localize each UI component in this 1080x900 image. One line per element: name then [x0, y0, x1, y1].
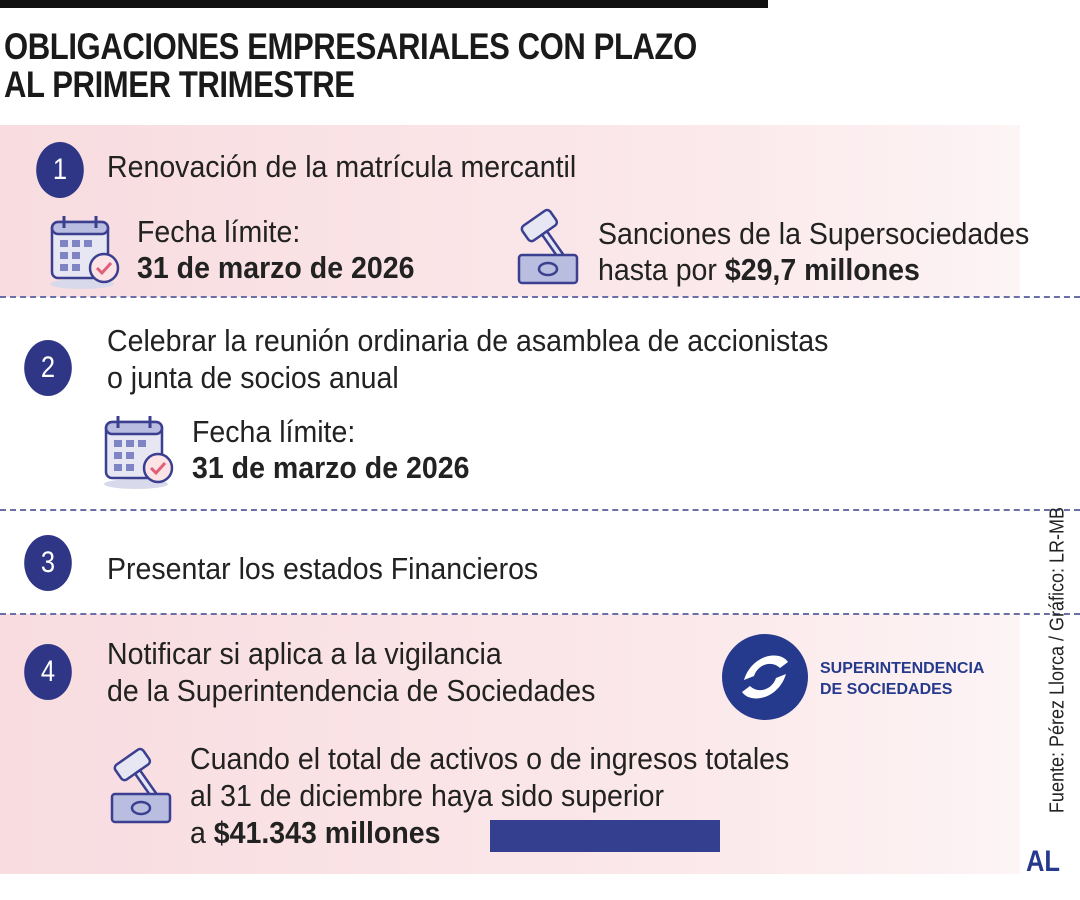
logo-text: SUPERINTENDENCIA — [820, 660, 985, 677]
deadline-label: Fecha límite: — [192, 414, 356, 449]
sanction-prefix: hasta por — [598, 252, 725, 287]
condition-prefix: a — [190, 815, 214, 850]
title-line: AL PRIMER TRIMESTRE — [4, 64, 355, 105]
item-text: Notificar si aplica a la vigilancia — [107, 636, 502, 671]
calendar-icon — [50, 216, 120, 289]
condition-text: Cuando el total de activos o de ingresos… — [190, 741, 790, 776]
item-text: o junta de socios anual — [107, 360, 399, 395]
gavel-icon — [517, 208, 579, 285]
item-text: Celebrar la reunión ordinaria de asamble… — [107, 323, 829, 358]
item-text: Presentar los estados Financieros — [107, 551, 539, 586]
item-text: Renovación de la matrícula mercantil — [107, 149, 577, 184]
gavel-icon — [110, 747, 172, 824]
divider — [0, 509, 1080, 511]
sanction-amount-line: hasta por $29,7 millones — [598, 251, 920, 288]
item-number: 1 — [36, 142, 84, 198]
item-number: 3 — [24, 535, 72, 591]
item-text: de la Superintendencia de Sociedades — [107, 673, 596, 708]
source: Fuente: Pérez Llorca / Gráfico: LR-MB — [1046, 506, 1069, 814]
condition-text: al 31 de diciembre haya sido superior — [190, 778, 665, 813]
item-number: 4 — [24, 644, 72, 700]
section-bg — [0, 125, 1020, 297]
logo-text: DE SOCIEDADES — [820, 681, 953, 698]
condition-amount: $41.343 millones — [213, 815, 441, 850]
deadline-date: 31 de marzo de 2026 — [192, 450, 470, 485]
sanction-amount: $29,7 millones — [724, 252, 920, 287]
decor-bar — [490, 820, 720, 852]
divider — [0, 296, 1080, 298]
deadline-date: 31 de marzo de 2026 — [137, 250, 415, 285]
sanction-text: Sanciones de la Supersociedades — [598, 216, 1030, 251]
title-line: OBLIGACIONES EMPRESARIALES CON PLAZO — [4, 26, 697, 67]
calendar-icon — [104, 416, 174, 489]
divider — [0, 613, 1080, 615]
supersociedades-logo — [722, 634, 808, 720]
brand-logo: AL — [1026, 845, 1060, 878]
deadline-label: Fecha límite: — [137, 214, 301, 249]
top-bar — [0, 0, 768, 8]
condition-amount-line: a $41.343 millones — [190, 814, 441, 851]
item-number: 2 — [24, 340, 72, 396]
